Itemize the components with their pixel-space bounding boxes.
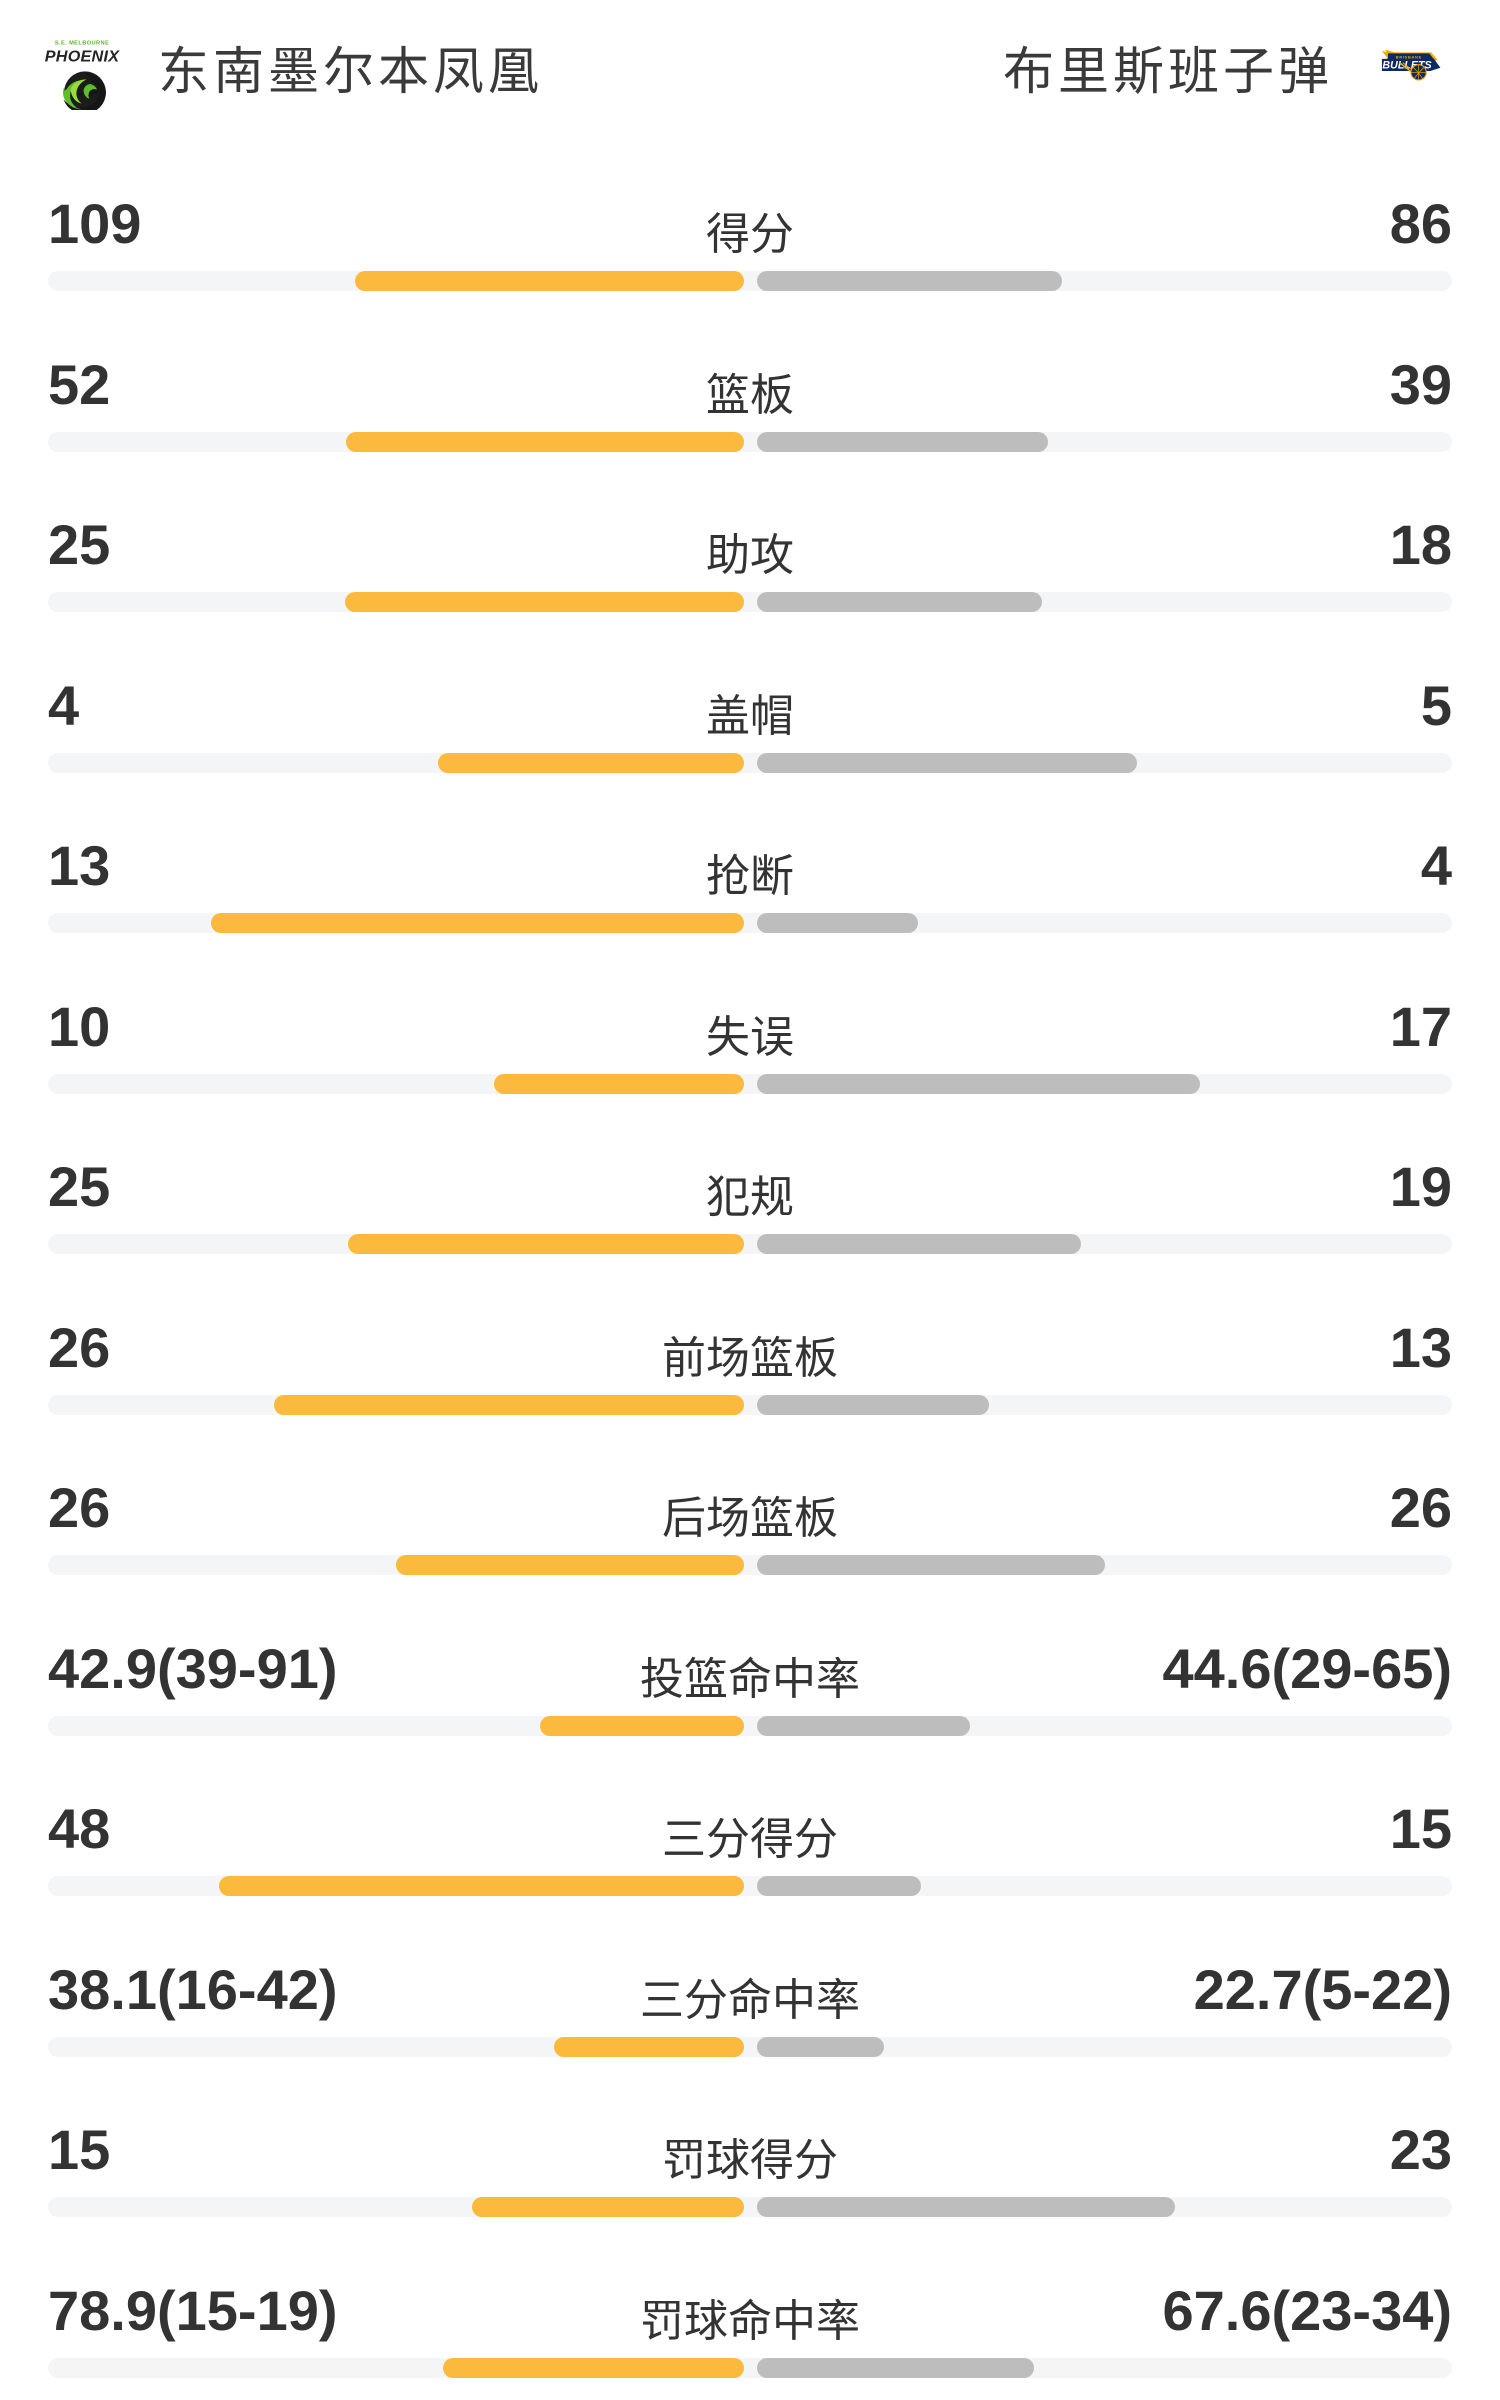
svg-text:BRISBANE: BRISBANE xyxy=(1396,54,1422,59)
svg-text:S.E. MELBOURNE: S.E. MELBOURNE xyxy=(55,41,109,47)
svg-text:PHOENIX: PHOENIX xyxy=(45,48,121,65)
